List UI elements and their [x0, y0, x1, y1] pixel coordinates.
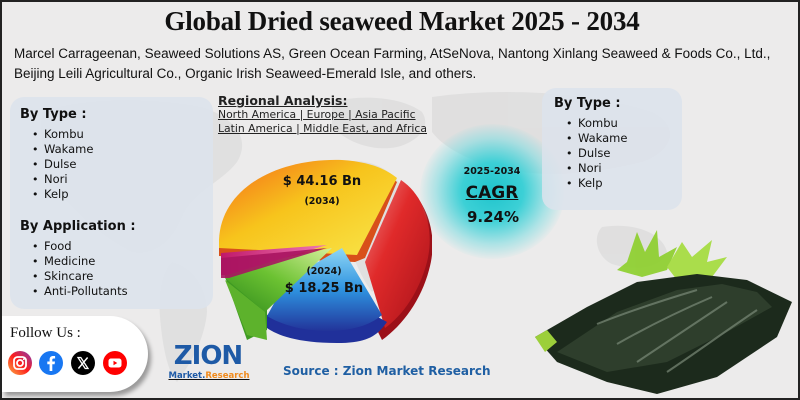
by-type-heading: By Type :: [20, 107, 87, 122]
list-item: Food: [20, 239, 136, 254]
facebook-icon[interactable]: [39, 351, 63, 375]
cagr-value: 9.24%: [466, 208, 520, 226]
market-value-2034: $ 44.16 Bn: [282, 174, 362, 189]
list-item: Medicine: [20, 254, 136, 269]
list-item: Skincare: [20, 269, 136, 284]
key-companies: Marcel Carrageenan, Seaweed Solutions AS…: [14, 46, 771, 81]
list-item: Nori: [20, 172, 93, 187]
source-credit: Source : Zion Market Research: [283, 364, 491, 378]
list-item: Dulse: [554, 146, 627, 161]
regional-line-2: Latin America | Middle East, and Africa: [218, 122, 427, 135]
dried-seaweed-image: [535, 230, 792, 394]
by-type-section: By Type : Kombu Wakame Dulse Nori Kelp: [20, 107, 93, 202]
cagr-glow-circle: [420, 124, 565, 259]
market-year-2024: (2024): [306, 266, 342, 277]
zion-logo: ZION Market.Research: [165, 342, 251, 388]
list-item: Kelp: [20, 187, 93, 202]
by-type-list-right: Kombu Wakame Dulse Nori Kelp: [554, 116, 627, 191]
list-item: Kelp: [554, 176, 627, 191]
logo-market: Market.: [168, 371, 206, 381]
by-application-list: Food Medicine Skincare Anti-Pollutants: [20, 239, 136, 299]
by-type-section-right: By Type : Kombu Wakame Dulse Nori Kelp: [554, 96, 627, 191]
segments-panel-left: By Type : Kombu Wakame Dulse Nori Kelp B…: [10, 97, 213, 309]
regional-heading: Regional Analysis:: [218, 93, 348, 108]
by-type-heading-right: By Type :: [554, 96, 621, 111]
regional-analysis: Regional Analysis: North America | Europ…: [218, 93, 427, 136]
logo-main-text: ZION: [173, 341, 243, 371]
list-item: Anti-Pollutants: [20, 284, 136, 299]
follow-us-label: Follow Us :: [10, 325, 81, 341]
list-item: Nori: [554, 161, 627, 176]
youtube-icon[interactable]: [103, 351, 127, 375]
cagr-years: 2025-2034: [463, 166, 521, 177]
list-item: Wakame: [20, 142, 93, 157]
logo-sub-text: Market.Research: [167, 371, 251, 382]
instagram-icon[interactable]: [8, 351, 32, 375]
page-title: Global Dried seaweed Market 2025 - 2034: [164, 6, 640, 36]
list-item: Dulse: [20, 157, 93, 172]
list-item: Kombu: [20, 127, 93, 142]
by-application-heading: By Application :: [20, 219, 136, 234]
market-value-2024: $ 18.25 Bn: [284, 281, 364, 296]
list-item: Wakame: [554, 131, 627, 146]
list-item: Kombu: [554, 116, 627, 131]
x-icon[interactable]: [71, 351, 95, 375]
segments-panel-right: By Type : Kombu Wakame Dulse Nori Kelp: [542, 88, 682, 210]
by-type-list: Kombu Wakame Dulse Nori Kelp: [20, 127, 93, 202]
regional-line-1: North America | Europe | Asia Pacific: [218, 108, 416, 121]
logo-research: Research: [205, 371, 250, 381]
pie-chart-graphic: [219, 159, 432, 343]
follow-us-box: Follow Us :: [2, 316, 148, 392]
market-year-2034: (2034): [304, 196, 340, 207]
cagr-label: CAGR: [465, 183, 519, 203]
by-application-section: By Application : Food Medicine Skincare …: [20, 219, 136, 299]
